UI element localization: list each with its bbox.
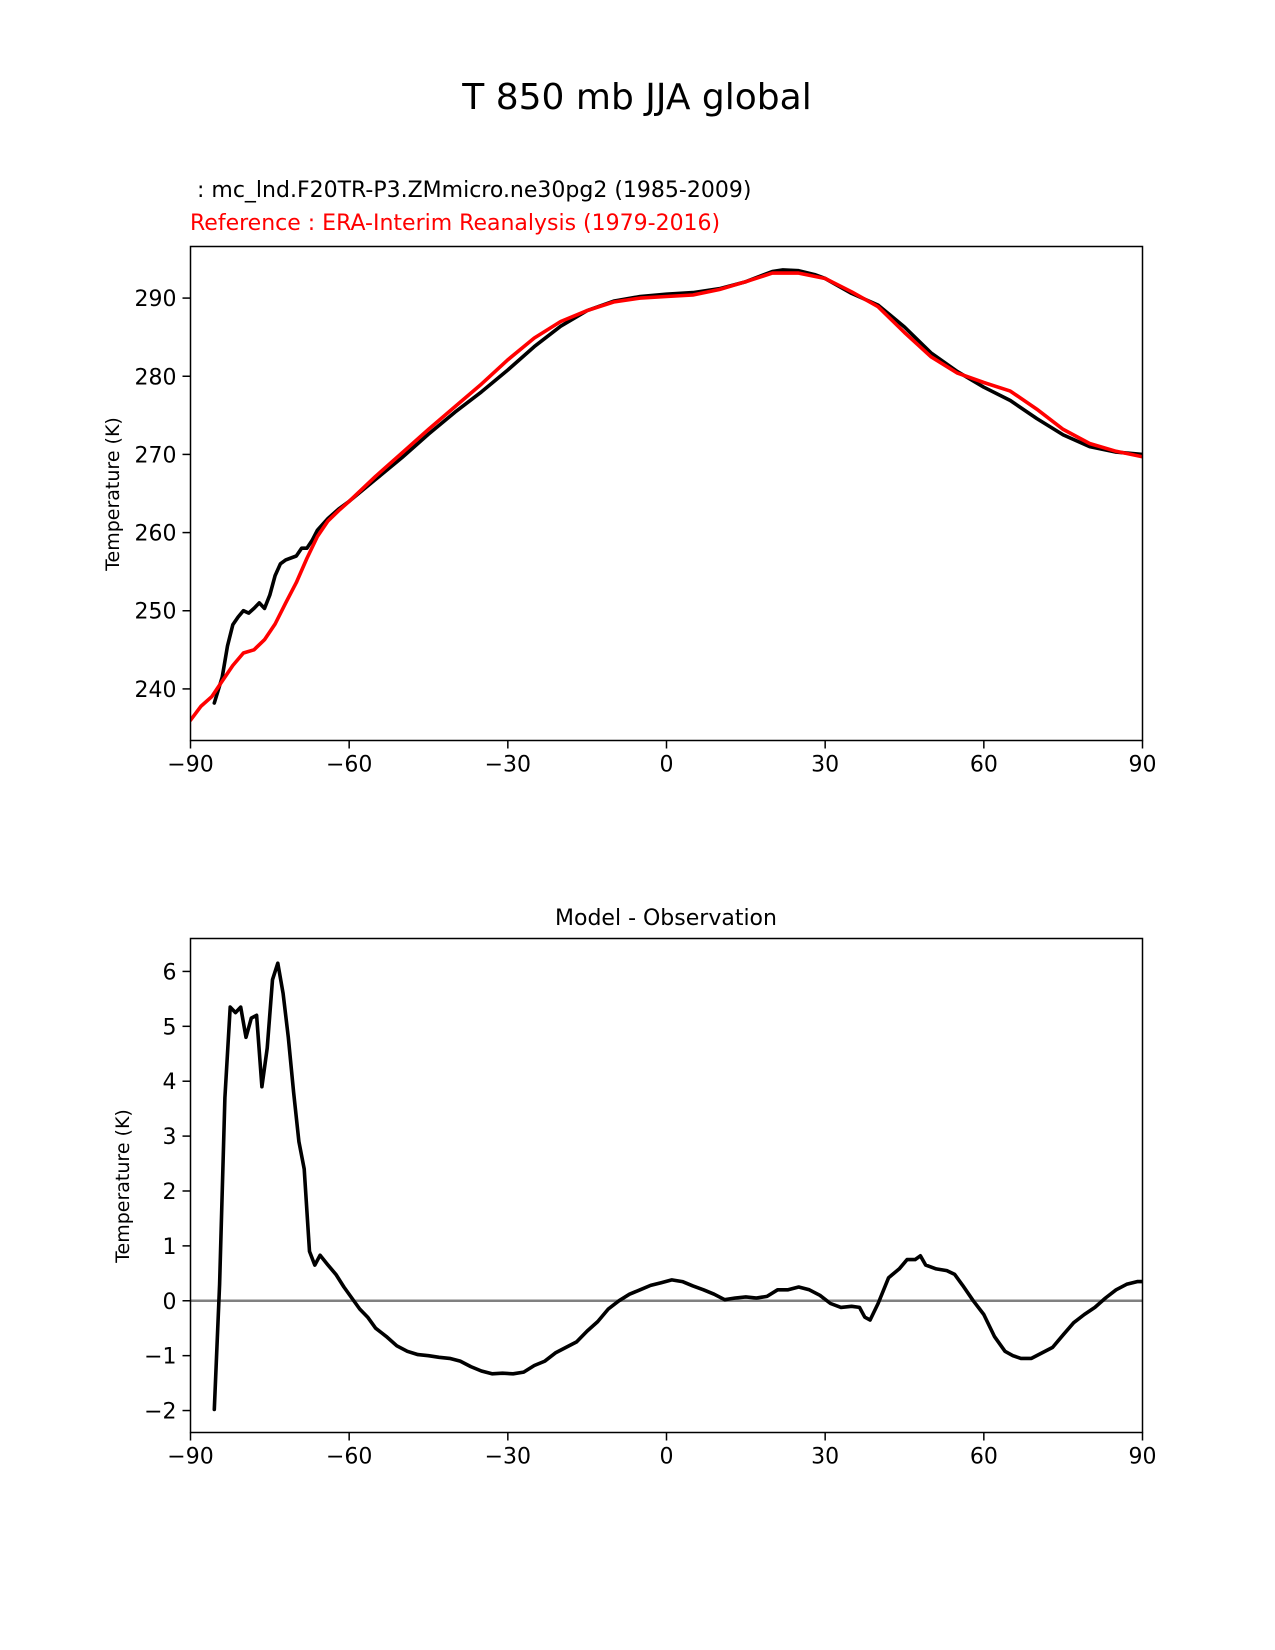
difference-ytick-label: 5 bbox=[163, 1015, 177, 1040]
profile-xtick-label: 60 bbox=[970, 753, 998, 778]
difference-xtick-label: −90 bbox=[167, 1445, 213, 1470]
figure-title: T 850 mb JJA global bbox=[461, 77, 811, 118]
profile-xtick-label: −90 bbox=[167, 753, 213, 778]
profile-ytick-label: 240 bbox=[135, 678, 177, 703]
difference-difference-line bbox=[212, 961, 1143, 1412]
profile-ytick-label: 280 bbox=[135, 365, 177, 390]
difference-ytick-label: −1 bbox=[144, 1345, 176, 1370]
difference-xtick-label: 60 bbox=[970, 1445, 998, 1470]
difference-xtick-label: 30 bbox=[811, 1445, 839, 1470]
difference-ytick-label: 1 bbox=[163, 1235, 177, 1260]
difference-panel: Model - Observation Temperature (K) −90−… bbox=[112, 906, 1157, 1470]
difference-ytick-label: 6 bbox=[163, 960, 177, 985]
profile-xtick-label: −30 bbox=[485, 753, 531, 778]
profile-reference-line bbox=[190, 271, 1143, 722]
profile-axis-ticks: −90 −60 −30 0 30 60 90 240 250 260 270 280 290 bbox=[135, 287, 1157, 777]
difference-ytick-label: −2 bbox=[144, 1400, 176, 1425]
test-label: : mc_lnd.F20TR-P3.ZMmicro.ne30pg2 (1985-… bbox=[190, 178, 751, 203]
profile-ytick-label: 290 bbox=[135, 287, 177, 312]
profile-plot-frame bbox=[189, 245, 1144, 742]
profile-ylabel: Temperature (K) bbox=[102, 417, 124, 572]
difference-ytick-label: 4 bbox=[163, 1070, 177, 1095]
difference-ytick-label: 3 bbox=[163, 1125, 177, 1150]
difference-title: Model - Observation bbox=[555, 906, 777, 931]
difference-ytick-label: 0 bbox=[163, 1290, 177, 1315]
difference-xtick-label: −30 bbox=[485, 1445, 531, 1470]
profile-xtick-label: 0 bbox=[660, 753, 674, 778]
profile-ytick-label: 270 bbox=[135, 443, 177, 468]
profile-ytick-label: 260 bbox=[135, 522, 177, 547]
reference-label: Reference : ERA-Interim Reanalysis (1979… bbox=[190, 211, 720, 236]
difference-xtick-label: 90 bbox=[1129, 1445, 1157, 1470]
difference-xtick-label: −60 bbox=[326, 1445, 372, 1470]
profile-ytick-label: 250 bbox=[135, 600, 177, 625]
profile-xtick-label: 90 bbox=[1129, 753, 1157, 778]
profile-xtick-label: −60 bbox=[326, 753, 372, 778]
difference-xtick-label: 0 bbox=[660, 1445, 674, 1470]
difference-ytick-label: 2 bbox=[163, 1180, 177, 1205]
difference-lines bbox=[190, 961, 1143, 1412]
difference-ylabel: Temperature (K) bbox=[112, 1109, 134, 1264]
difference-plot-frame bbox=[189, 937, 1144, 1434]
difference-axis-ticks: −90 −60 −30 0 30 60 90 −2 −1 0 1 2 3 4 5 6 bbox=[144, 960, 1156, 1469]
profile-test-line bbox=[212, 268, 1143, 705]
profile-xtick-label: 30 bbox=[811, 753, 839, 778]
profile-lines bbox=[190, 268, 1143, 722]
profile-panel: : mc_lnd.F20TR-P3.ZMmicro.ne30pg2 (1985-… bbox=[102, 178, 1157, 778]
